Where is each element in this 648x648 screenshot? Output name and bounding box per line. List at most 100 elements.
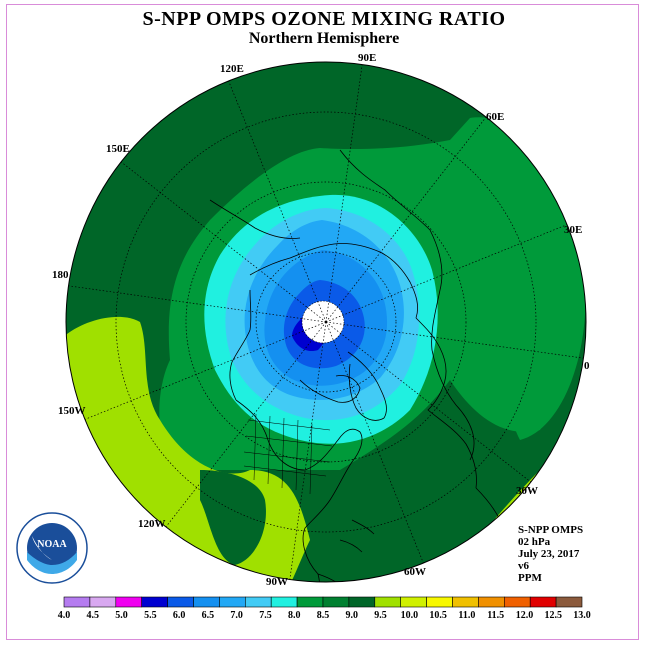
us-state-borders <box>243 413 333 495</box>
colorbar-swatch <box>452 596 479 608</box>
logo-wave <box>27 552 77 574</box>
lon-label-60w: 60W <box>404 566 426 578</box>
lon-label-120e: 120E <box>220 63 244 75</box>
info-pressure: 02 hPa <box>518 536 551 548</box>
coast-central-america <box>317 573 381 582</box>
colorbar-swatch <box>270 596 298 608</box>
lat-circle-50 <box>185 181 467 463</box>
colorbar-tick-label: 5.0 <box>115 610 128 621</box>
meridian-line <box>325 116 487 323</box>
colorbar-swatch <box>115 596 143 608</box>
meridian-line <box>68 285 327 323</box>
meridian-line <box>325 321 532 483</box>
coast-alaska <box>229 289 252 401</box>
no-data-hole <box>302 301 344 343</box>
coast-europe <box>415 317 477 489</box>
lon-label-90w: 90W <box>266 576 288 588</box>
colorbar-swatch <box>219 596 246 608</box>
meridian-line <box>325 321 584 359</box>
colorbar-swatch <box>503 596 531 608</box>
meridian-line <box>165 321 327 528</box>
graticule <box>115 111 537 533</box>
colorbar-swatch <box>555 596 583 608</box>
lon-label-150e: 150E <box>106 143 130 155</box>
coast-north-america <box>235 399 363 582</box>
lon-label-180: 180 <box>52 269 69 281</box>
colorbar-swatch <box>296 596 324 608</box>
lat-circle-70 <box>255 251 397 393</box>
colorbar-swatch <box>63 596 91 608</box>
colorbar-tick-label: 13.0 <box>573 610 591 621</box>
no-data-hole-edge <box>301 300 345 344</box>
lat-circle-30 <box>115 111 537 533</box>
lon-label-120w: 120W <box>138 518 166 530</box>
colorbar-swatch <box>89 596 117 608</box>
info-date: July 23, 2017 <box>518 548 580 560</box>
colorbar-swatch <box>141 596 168 608</box>
colorbar-swatch <box>245 596 272 608</box>
colorbar-swatch <box>478 596 505 608</box>
meridian-line <box>325 224 568 323</box>
page-title: S-NPP OMPS OZONE MIXING RATIO <box>142 8 506 30</box>
coast-greenland <box>347 351 387 421</box>
info-satellite: S-NPP OMPS <box>518 524 584 536</box>
meridian-line <box>228 80 327 323</box>
colorbar-swatch <box>167 596 194 608</box>
info-block: S-NPP OMPS 02 hPa July 23, 2017 v6 PPM <box>518 524 583 584</box>
lon-label-150w: 150W <box>58 405 86 417</box>
colorbar-swatch <box>529 596 557 608</box>
colorbar-tick-label: 8.5 <box>317 610 330 621</box>
colorbar-tick-label: 7.5 <box>259 610 272 621</box>
lon-label-90e: 90E <box>358 52 376 64</box>
lon-label-60e: 60E <box>486 111 504 123</box>
meridian-line <box>289 321 327 580</box>
colorbar-tick-label: 4.0 <box>58 610 71 621</box>
colorbar-swatch <box>193 596 220 608</box>
coast-caribbean <box>339 519 375 553</box>
meridian-line <box>325 321 424 564</box>
longitude-labels: 90E 60E 30E 0 30W 60W 90W 120W 150W 180 … <box>52 52 590 588</box>
colorbar-tick-label: 4.5 <box>87 610 100 621</box>
lon-label-30w: 30W <box>516 485 538 497</box>
colorbar-tick-label: 10.0 <box>401 610 419 621</box>
colorbar-tick-label: 12.5 <box>544 610 562 621</box>
colorbar-tick-label: 10.5 <box>429 610 447 621</box>
info-units: PPM <box>518 572 542 584</box>
coast-asia-east <box>209 199 301 239</box>
meridian-line <box>120 161 327 323</box>
colorbar-tick-label: 9.0 <box>346 610 359 621</box>
coast-siberia <box>249 243 418 319</box>
noaa-logo: NOAA <box>16 512 88 584</box>
meridian-line <box>325 64 363 323</box>
colorbar-tick-label: 9.5 <box>374 610 387 621</box>
colorbar-swatch <box>374 596 401 608</box>
colorbar-swatch <box>348 596 376 608</box>
page-subtitle: Northern Hemisphere <box>248 30 400 47</box>
logo-text: NOAA <box>37 539 67 550</box>
colorbar-tick-label: 11.5 <box>487 610 504 621</box>
lon-label-0: 0 <box>584 360 590 372</box>
state-lines <box>243 413 333 495</box>
colorbar-tick-label: 5.5 <box>144 610 157 621</box>
plot-frame <box>6 4 639 640</box>
colorbar-swatch <box>322 596 350 608</box>
info-version: v6 <box>518 560 529 572</box>
colorbar-tick-label: 8.0 <box>288 610 301 621</box>
field-9-0-patch <box>200 470 266 565</box>
colorbar-swatch <box>426 596 453 608</box>
colorbar-tick-label: 6.5 <box>202 610 215 621</box>
colorbar-tick-label: 11.0 <box>458 610 475 621</box>
coastlines <box>209 149 521 582</box>
colorbar-tick-label: 12.0 <box>516 610 534 621</box>
lon-label-30e: 30E <box>564 224 582 236</box>
colorbar-tick-label: 6.0 <box>173 610 186 621</box>
logo-disc <box>27 523 77 573</box>
colorbar: 4.0 4.5 5.0 5.5 6.0 6.5 7.0 7.5 8.0 8.5 9.0 9.5 10.0… <box>58 596 591 621</box>
meridian-lines <box>68 64 584 580</box>
map-boundary <box>65 61 587 583</box>
colorbar-tick-label: 7.0 <box>230 610 243 621</box>
colorbar-swatch <box>400 596 427 608</box>
meridian-line <box>84 321 327 420</box>
coast-eurasia <box>339 149 475 461</box>
